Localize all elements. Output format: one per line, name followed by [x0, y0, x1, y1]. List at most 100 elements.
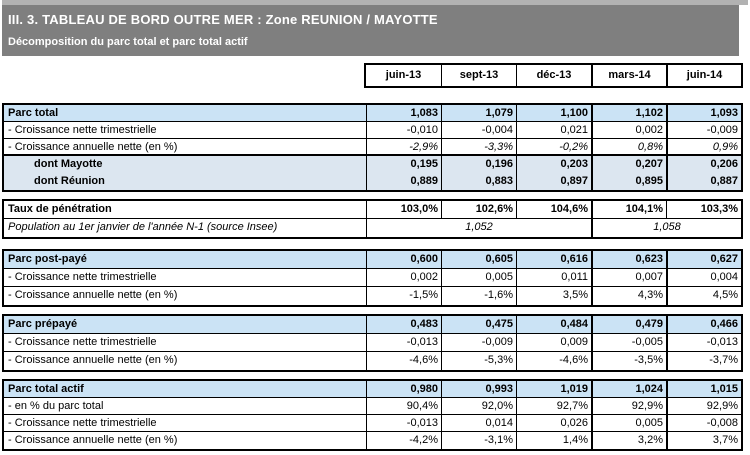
cell-value: -3,3% — [441, 139, 516, 155]
row-label: dont Mayotte — [34, 158, 103, 170]
section-parc-total-actif: Parc total actif 0,980 0,993 1,019 1,024… — [2, 379, 743, 451]
cell-value: 0,466 — [666, 316, 741, 333]
cell-value: 0,887 — [666, 173, 741, 190]
table-row-post-paye: Parc post-payé 0,600 0,605 0,616 0,623 0… — [4, 251, 741, 269]
cell-value: 0,002 — [591, 122, 666, 138]
cell-value: 0,479 — [591, 316, 666, 333]
column-header-mars-14: mars-14 — [591, 65, 666, 86]
row-label: Population au 1er janvier de l'année N-1… — [8, 221, 278, 233]
table-row-croissance-trimestrielle: - Croissance nette trimestrielle -0,010 … — [4, 122, 741, 139]
table-row-croissance-annuelle: - Croissance annuelle nette (en %) -2,9%… — [4, 139, 741, 156]
cell-value: -0,010 — [366, 122, 441, 138]
cell-value: 0,980 — [366, 381, 441, 397]
row-label: - Croissance annuelle nette (en %) — [8, 289, 178, 301]
cell-value: 0,883 — [441, 173, 516, 190]
cell-value: 0,897 — [516, 173, 591, 190]
section-parc-prepaye: Parc prépayé 0,483 0,475 0,484 0,479 0,4… — [2, 314, 743, 372]
cell-value: 4,3% — [591, 287, 666, 305]
cell-value: 0,895 — [591, 173, 666, 190]
column-header-row: juin-13 sept-13 déc-13 mars-14 juin-14 — [364, 63, 743, 88]
row-label: - Croissance nette trimestrielle — [8, 124, 157, 136]
top-border-strip — [2, 0, 748, 5]
cell-value: 0,026 — [516, 415, 591, 431]
cell-value: 0,9% — [666, 139, 741, 155]
cell-value-merged-2014: 1,058 — [591, 219, 741, 237]
cell-value: 3,7% — [666, 432, 741, 449]
cell-value: 0,195 — [366, 156, 441, 173]
table-row-croissance-annuelle: - Croissance annuelle nette (en %) -4,6%… — [4, 352, 741, 370]
cell-value: 0,993 — [441, 381, 516, 397]
cell-value: 0,021 — [516, 122, 591, 138]
row-label: - Croissance annuelle nette (en %) — [8, 354, 178, 366]
column-header-juin-14: juin-14 — [666, 65, 741, 86]
cell-value: 0,889 — [366, 173, 441, 190]
cell-value: -3,7% — [666, 352, 741, 370]
table-row-population: Population au 1er janvier de l'année N-1… — [4, 219, 741, 237]
cell-value: -0,009 — [441, 334, 516, 351]
section-parc-total: Parc total 1,083 1,079 1,100 1,102 1,093… — [2, 103, 743, 192]
cell-value: -0,005 — [591, 334, 666, 351]
section-taux-penetration: Taux de pénétration 103,0% 102,6% 104,6%… — [2, 199, 743, 239]
cell-value: 103,0% — [366, 201, 441, 218]
cell-value: 0,627 — [666, 251, 741, 268]
cell-value: 0,600 — [366, 251, 441, 268]
cell-value: -0,008 — [666, 415, 741, 431]
cell-value: 1,102 — [591, 105, 666, 121]
row-label: - Croissance nette trimestrielle — [8, 336, 157, 348]
cell-value: 3,5% — [516, 287, 591, 305]
table-row-taux: Taux de pénétration 103,0% 102,6% 104,6%… — [4, 201, 741, 219]
column-header-sept-13: sept-13 — [441, 65, 516, 86]
cell-value: 92,9% — [666, 398, 741, 414]
cell-value: 92,0% — [441, 398, 516, 414]
cell-value: 0,007 — [591, 269, 666, 286]
column-header-dec-13: déc-13 — [516, 65, 591, 86]
cell-value: -0,013 — [666, 334, 741, 351]
row-label: Parc total actif — [8, 383, 84, 395]
cell-value: -0,2% — [516, 139, 591, 155]
table-row-croissance-trimestrielle: - Croissance nette trimestrielle 0,002 0… — [4, 269, 741, 287]
row-label: Parc post-payé — [8, 253, 87, 265]
table-row-dont-mayotte: dont Mayotte 0,195 0,196 0,203 0,207 0,2… — [4, 156, 741, 173]
row-label: Taux de pénétration — [8, 203, 112, 215]
cell-value: 0,009 — [516, 334, 591, 351]
table-row-parc-total: Parc total 1,083 1,079 1,100 1,102 1,093 — [4, 105, 741, 122]
cell-value: -0,013 — [366, 334, 441, 351]
cell-value: 0,011 — [516, 269, 591, 286]
cell-value: -0,004 — [441, 122, 516, 138]
page-subtitle: Décomposition du parc total et parc tota… — [8, 36, 248, 48]
cell-value: 103,3% — [666, 201, 741, 218]
table-row-pct-parc-total: - en % du parc total 90,4% 92,0% 92,7% 9… — [4, 398, 741, 415]
cell-value: 0,483 — [366, 316, 441, 333]
cell-value: 0,207 — [591, 156, 666, 173]
cell-value: 1,015 — [666, 381, 741, 397]
cell-value: 0,002 — [366, 269, 441, 286]
cell-value: 0,196 — [441, 156, 516, 173]
cell-value: 0,004 — [666, 269, 741, 286]
table-row-croissance-trimestrielle: - Croissance nette trimestrielle -0,013 … — [4, 415, 741, 432]
cell-value: -4,2% — [366, 432, 441, 449]
cell-value: 0,484 — [516, 316, 591, 333]
cell-value: 3,2% — [591, 432, 666, 449]
cell-value: 0,005 — [591, 415, 666, 431]
row-label: - Croissance nette trimestrielle — [8, 417, 157, 429]
cell-value: 0,206 — [666, 156, 741, 173]
cell-value: -3,1% — [441, 432, 516, 449]
row-label: - Croissance annuelle nette (en %) — [8, 141, 178, 153]
row-label: dont Réunion — [34, 175, 105, 187]
cell-value: 4,5% — [666, 287, 741, 305]
cell-value: 1,083 — [366, 105, 441, 121]
cell-value: 104,1% — [591, 201, 666, 218]
cell-value: 1,079 — [441, 105, 516, 121]
page-title: III. 3. TABLEAU DE BORD OUTRE MER : Zone… — [8, 12, 438, 27]
cell-value: 102,6% — [441, 201, 516, 218]
table-row-croissance-annuelle: - Croissance annuelle nette (en %) -1,5%… — [4, 287, 741, 305]
cell-value: 1,093 — [666, 105, 741, 121]
cell-value: -4,6% — [516, 352, 591, 370]
cell-value: 92,9% — [591, 398, 666, 414]
cell-value: 1,019 — [516, 381, 591, 397]
cell-value: 90,4% — [366, 398, 441, 414]
cell-value: 0,623 — [591, 251, 666, 268]
cell-value: -4,6% — [366, 352, 441, 370]
table-row-croissance-annuelle: - Croissance annuelle nette (en %) -4,2%… — [4, 432, 741, 449]
cell-value: -0,009 — [666, 122, 741, 138]
